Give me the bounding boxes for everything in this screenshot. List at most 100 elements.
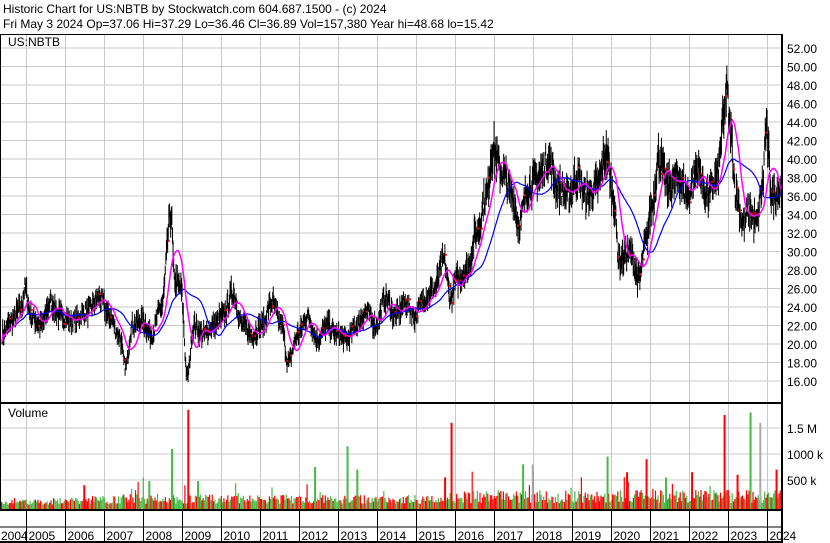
volume-bar (336, 502, 338, 510)
volume-bar (365, 503, 367, 510)
volume-bar (523, 498, 525, 510)
volume-bar (339, 500, 341, 510)
volume-bar (185, 503, 187, 510)
volume-bar (380, 496, 382, 510)
volume-bar (626, 472, 629, 510)
volume-bar (690, 501, 692, 510)
volume-bar (485, 491, 488, 510)
volume-bar (593, 496, 595, 510)
volume-bar (437, 498, 439, 510)
volume-bar (586, 497, 588, 510)
moving-average-long (1, 158, 782, 342)
volume-bar (722, 496, 724, 510)
volume-bar (168, 498, 170, 510)
volume-bar (436, 502, 438, 510)
volume-bar (617, 491, 619, 510)
volume-bar (651, 497, 653, 510)
volume-bar (602, 496, 605, 510)
volume-bar (95, 497, 98, 510)
close-marker (322, 327, 325, 330)
volume-bar (254, 501, 256, 510)
volume-bar (534, 494, 536, 510)
volume-bar (457, 498, 459, 510)
volume-bar (769, 497, 771, 510)
volume-bar (227, 495, 229, 510)
volume-bar (51, 504, 53, 510)
volume-bar (670, 499, 672, 510)
grid-lines (0, 35, 782, 510)
volume-bar (75, 497, 77, 510)
volume-bar (17, 502, 20, 510)
volume-bar (40, 500, 42, 510)
year-tick-label: 2017 (497, 529, 524, 543)
volume-bar (701, 500, 703, 510)
volume-bar (228, 501, 230, 510)
close-marker (477, 227, 480, 230)
volume-bar (38, 503, 40, 510)
volume-bar (751, 502, 753, 510)
year-tick-label: 2012 (302, 529, 329, 543)
volume-bar (509, 499, 511, 510)
volume-bar (675, 490, 677, 510)
volume-bar (29, 501, 31, 510)
volume-bar (705, 491, 707, 510)
volume-bar (589, 495, 592, 510)
volume-bar (595, 502, 597, 510)
volume-bar (472, 490, 475, 510)
volume-bar (262, 499, 264, 510)
close-marker (336, 329, 339, 332)
volume-bar (207, 496, 209, 510)
volume-bar (600, 495, 602, 510)
volume-bar (775, 469, 778, 510)
volume-bar (21, 499, 23, 510)
volume-bar (181, 501, 183, 510)
volume-bar (173, 497, 176, 510)
volume-bar (550, 496, 553, 510)
volume-bar (298, 495, 300, 510)
volume-bar (614, 494, 616, 510)
volume-bar (638, 496, 640, 510)
volume-bar (471, 471, 473, 510)
volume-bar (257, 495, 259, 510)
close-marker (653, 193, 656, 196)
volume-bar (389, 499, 391, 510)
volume-bar (688, 501, 690, 510)
volume-bar (729, 495, 731, 510)
volume-bar (116, 503, 118, 510)
volume-bar (15, 502, 17, 510)
volume-bar (726, 490, 728, 510)
volume-bar (41, 502, 43, 510)
volume-bar (696, 495, 698, 510)
volume-bar (420, 499, 423, 510)
price-tick-label: 28.00 (787, 264, 817, 278)
volume-bar (496, 495, 498, 510)
volume-bar (448, 499, 450, 510)
volume-bar (467, 492, 469, 510)
volume-bar (115, 503, 117, 510)
volume-bar (664, 502, 666, 510)
volume-bar (753, 499, 755, 510)
close-marker (290, 354, 293, 357)
volume-bar (526, 497, 528, 510)
volume-bar (236, 495, 238, 510)
volume-bar (160, 501, 163, 510)
volume-bar (280, 495, 282, 510)
volume-bar (504, 499, 506, 510)
volume-bar (443, 500, 445, 510)
volume-bar (85, 499, 87, 510)
price-tick-label: 20.00 (787, 338, 817, 352)
volume-bar (1, 501, 3, 510)
volume-bar (53, 498, 55, 510)
volume-bar (422, 496, 424, 510)
volume-bar (639, 492, 641, 510)
price-tick-label: 18.00 (787, 357, 817, 371)
volume-bar (73, 500, 75, 510)
volume-bar (669, 493, 671, 510)
volume-bar (713, 490, 715, 510)
volume-bar (558, 503, 560, 510)
volume-bar (573, 502, 575, 510)
year-tick-label: 2021 (653, 529, 680, 543)
volume-bar (306, 484, 308, 510)
volume-bar (199, 494, 202, 510)
volume-bar (732, 501, 735, 510)
